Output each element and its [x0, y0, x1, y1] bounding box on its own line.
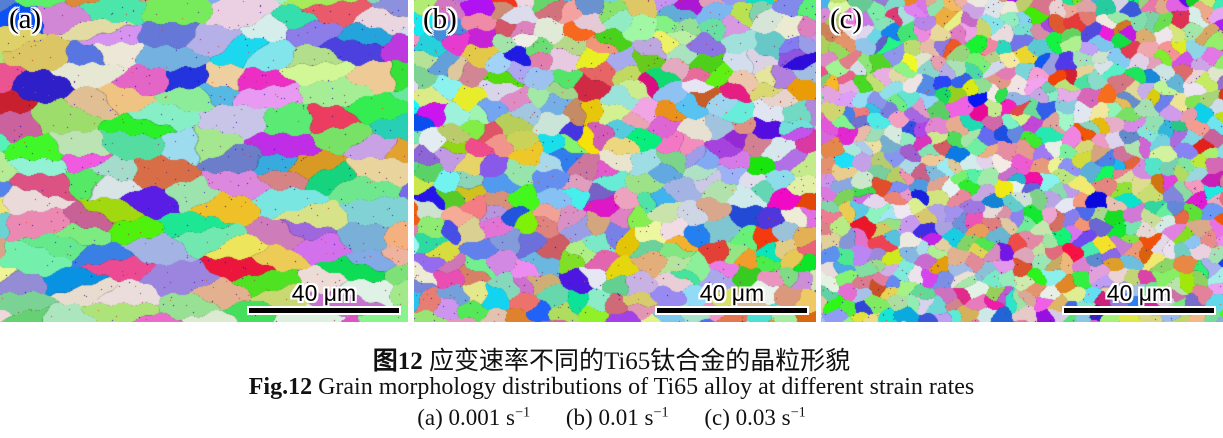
caption-chinese-figno: 图12: [372, 348, 423, 375]
subcaption-a-exponent: −1: [514, 404, 531, 421]
scalebar-line-a: [249, 308, 399, 313]
ebsd-grain-map-b: [414, 0, 816, 322]
panel-label-b: (b): [423, 3, 457, 35]
subcaption-c-exponent: −1: [790, 404, 806, 421]
caption-english-figno: Fig.12: [248, 374, 313, 400]
panel-a: (a) 40 μm: [0, 0, 408, 322]
caption-chinese: 图12 应变速率不同的Ti65钛合金的晶粒形貌: [0, 341, 1223, 377]
panel-label-c: (c): [830, 3, 863, 35]
subcaption-b-exponent: −1: [653, 404, 669, 421]
subcaption-b-text: (b) 0.01 s: [565, 405, 654, 430]
subcaption-a: (a) 0.001 s−1: [417, 405, 530, 431]
scalebar-label-c: 40 μm: [1106, 280, 1172, 306]
caption-chinese-text: 应变速率不同的Ti65钛合金的晶粒形貌: [422, 348, 851, 375]
caption-english-text: Grain morphology distributions of Ti65 a…: [312, 374, 975, 400]
panel-c: (c) 40 μm: [821, 0, 1223, 322]
subcaption-b: (b) 0.01 s−1: [566, 405, 669, 431]
caption-english: Fig.12 Grain morphology distributions of…: [0, 374, 1223, 401]
subcaption-a-text: (a) 0.001 s: [417, 405, 515, 430]
caption-subitems: (a) 0.001 s−1 (b) 0.01 s−1 (c) 0.03 s−1: [0, 405, 1223, 431]
ebsd-grain-map-a: [0, 0, 408, 322]
scalebar-line-b: [657, 308, 807, 313]
panel-label-a: (a): [9, 3, 42, 35]
subcaption-c-text: (c) 0.03 s: [704, 405, 791, 430]
panel-b: (b) 40 μm: [414, 0, 816, 322]
scalebar-line-c: [1064, 308, 1214, 313]
ebsd-grain-map-c: [821, 0, 1223, 322]
scalebar-label-b: 40 μm: [699, 280, 765, 306]
subcaption-c: (c) 0.03 s−1: [704, 405, 805, 431]
scalebar-label-a: 40 μm: [291, 280, 357, 306]
